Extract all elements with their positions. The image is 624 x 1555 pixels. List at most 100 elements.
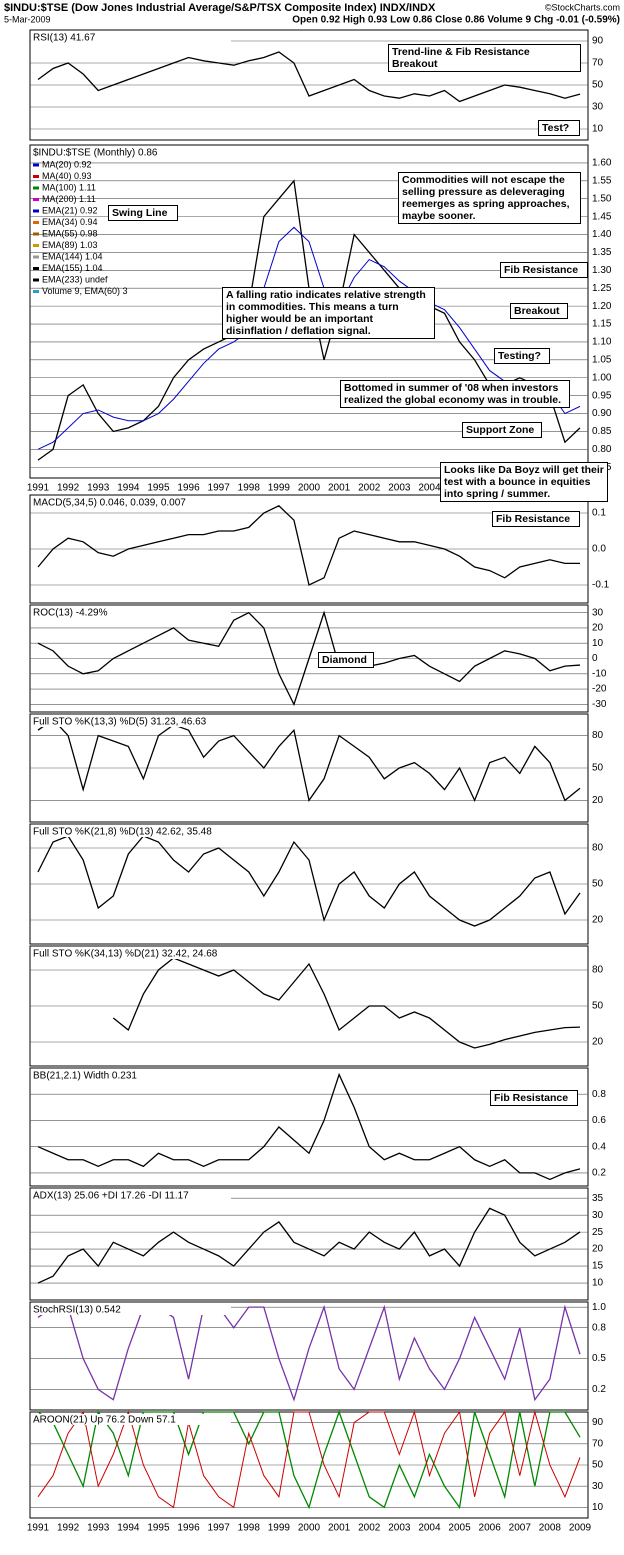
series-line <box>37 505 580 586</box>
x-tick-label: 1996 <box>177 483 200 494</box>
annotation: Swing Line <box>108 205 178 221</box>
y-tick-label: 1.60 <box>592 158 612 169</box>
panel-title: Full STO %K(21,8) %D(13) 42.62, 35.48 <box>33 827 212 838</box>
legend-label: Volume 9, EMA(60) 3 <box>42 286 128 296</box>
y-tick-label: 30 <box>592 1481 604 1492</box>
y-tick-label: 0.8 <box>592 1089 606 1100</box>
annotation: Fib Resistance <box>490 1090 578 1106</box>
legend-label: EMA(144) 1.04 <box>42 251 103 261</box>
y-tick-label: 0.5 <box>592 1353 606 1364</box>
y-tick-label: 10 <box>592 124 604 135</box>
y-tick-label: 1.00 <box>592 372 612 383</box>
title-bg <box>31 1304 231 1315</box>
x-tick-label: 1996 <box>177 1523 200 1534</box>
quote: Open 0.92 High 0.93 Low 0.86 Close 0.86 … <box>292 15 620 26</box>
title-bg <box>31 1190 231 1201</box>
annotation: Commodities will not escape the selling … <box>398 172 581 224</box>
panel-title: $INDU:$TSE (Monthly) 0.86 <box>33 148 158 159</box>
x-tick-label: 2003 <box>388 483 411 494</box>
panel-title: MACD(5,34,5) 0.046, 0.039, 0.007 <box>33 498 186 509</box>
y-tick-label: 0.2 <box>592 1384 606 1395</box>
x-tick-label: 2000 <box>298 1523 321 1534</box>
series-line <box>37 51 581 103</box>
title-bg <box>31 32 231 43</box>
date: 5-Mar-2009 <box>4 14 51 24</box>
y-tick-label: 1.50 <box>592 193 612 204</box>
panel-title: RSI(13) 41.67 <box>33 33 96 44</box>
legend-label: EMA(155) 1.04 <box>42 263 103 273</box>
panel <box>29 1067 589 1187</box>
x-tick-label: 2009 <box>569 1523 592 1534</box>
x-tick-label: 2006 <box>479 1523 502 1534</box>
annotation: Looks like Da Boyz will get their test w… <box>440 462 608 502</box>
annotation: Trend-line & Fib Resistance Breakout <box>388 44 581 72</box>
y-tick-label: 0.80 <box>592 444 612 455</box>
annotation: Breakout <box>510 303 568 319</box>
x-tick-label: 2008 <box>539 1523 562 1534</box>
y-tick-label: 10 <box>592 1502 604 1513</box>
title-bg <box>31 1414 231 1425</box>
y-tick-label: 35 <box>592 1193 604 1204</box>
panel <box>29 1301 589 1411</box>
x-tick-label: 1992 <box>57 483 80 494</box>
series-line <box>37 1410 581 1509</box>
x-tick-label: 2005 <box>448 1523 471 1534</box>
y-tick-label: -10 <box>592 668 607 679</box>
series-line <box>37 1072 581 1181</box>
legend-label: MA(100) 1.11 <box>42 182 96 192</box>
y-tick-label: 1.35 <box>592 247 612 258</box>
y-tick-label: 10 <box>592 638 604 649</box>
annotation: Testing? <box>494 348 550 364</box>
y-tick-label: 50 <box>592 879 604 890</box>
y-tick-label: 20 <box>592 795 604 806</box>
y-tick-label: 1.20 <box>592 301 612 312</box>
y-tick-label: 0.85 <box>592 426 612 437</box>
y-tick-label: 0.95 <box>592 390 612 401</box>
annotation: Fib Resistance <box>492 511 580 527</box>
legend-label: EMA(21) 0.92 <box>42 205 98 215</box>
y-tick-label: 30 <box>592 607 604 618</box>
x-tick-label: 1992 <box>57 1523 80 1534</box>
y-tick-label: 1.10 <box>592 337 612 348</box>
legend-label: EMA(89) 1.03 <box>42 240 98 250</box>
y-tick-label: 50 <box>592 1001 604 1012</box>
x-tick-label: 2002 <box>358 483 381 494</box>
y-tick-label: 30 <box>592 1210 604 1221</box>
credit: ©StockCharts.com <box>545 2 620 12</box>
symbol: $INDU:$TSE (Dow Jones Industrial Average… <box>4 2 436 14</box>
panel-title: AROON(21) Up 76.2 Down 57.1 <box>33 1415 176 1426</box>
x-tick-label: 1991 <box>27 483 50 494</box>
panel-title: StochRSI(13) 0.542 <box>33 1305 121 1316</box>
legend-label: MA(200) 1.11 <box>42 194 96 204</box>
x-tick-label: 1991 <box>27 1523 50 1534</box>
x-tick-label: 2001 <box>328 483 351 494</box>
panel-title: Full STO %K(34,13) %D(21) 32.42, 24.68 <box>33 949 218 960</box>
x-tick-label: 1995 <box>147 483 170 494</box>
x-tick-label: 2007 <box>509 1523 532 1534</box>
y-tick-label: 0.1 <box>592 508 606 519</box>
panel <box>29 1187 589 1301</box>
x-tick-label: 1994 <box>117 483 140 494</box>
legend-label: EMA(55) 0.98 <box>42 228 98 238</box>
title-bg <box>31 826 231 837</box>
y-tick-label: 10 <box>592 1278 604 1289</box>
legend-label: MA(20) 0.92 <box>42 159 92 169</box>
y-tick-label: 90 <box>592 36 604 47</box>
y-tick-label: 80 <box>592 843 604 854</box>
series-line <box>37 610 581 707</box>
y-tick-label: 0 <box>592 653 598 664</box>
y-tick-label: 20 <box>592 1037 604 1048</box>
annotation: Test? <box>538 120 580 136</box>
title-bg <box>31 1070 231 1081</box>
series-line <box>37 1207 581 1284</box>
y-tick-label: 15 <box>592 1261 604 1272</box>
y-tick-label: 70 <box>592 1438 604 1449</box>
series-line <box>37 1304 581 1402</box>
series-line <box>37 835 581 927</box>
x-tick-label: 1997 <box>208 1523 231 1534</box>
annotation: Bottomed in summer of '08 when investors… <box>340 380 570 408</box>
title-bg <box>31 147 231 158</box>
legend-label: EMA(34) 0.94 <box>42 217 98 227</box>
